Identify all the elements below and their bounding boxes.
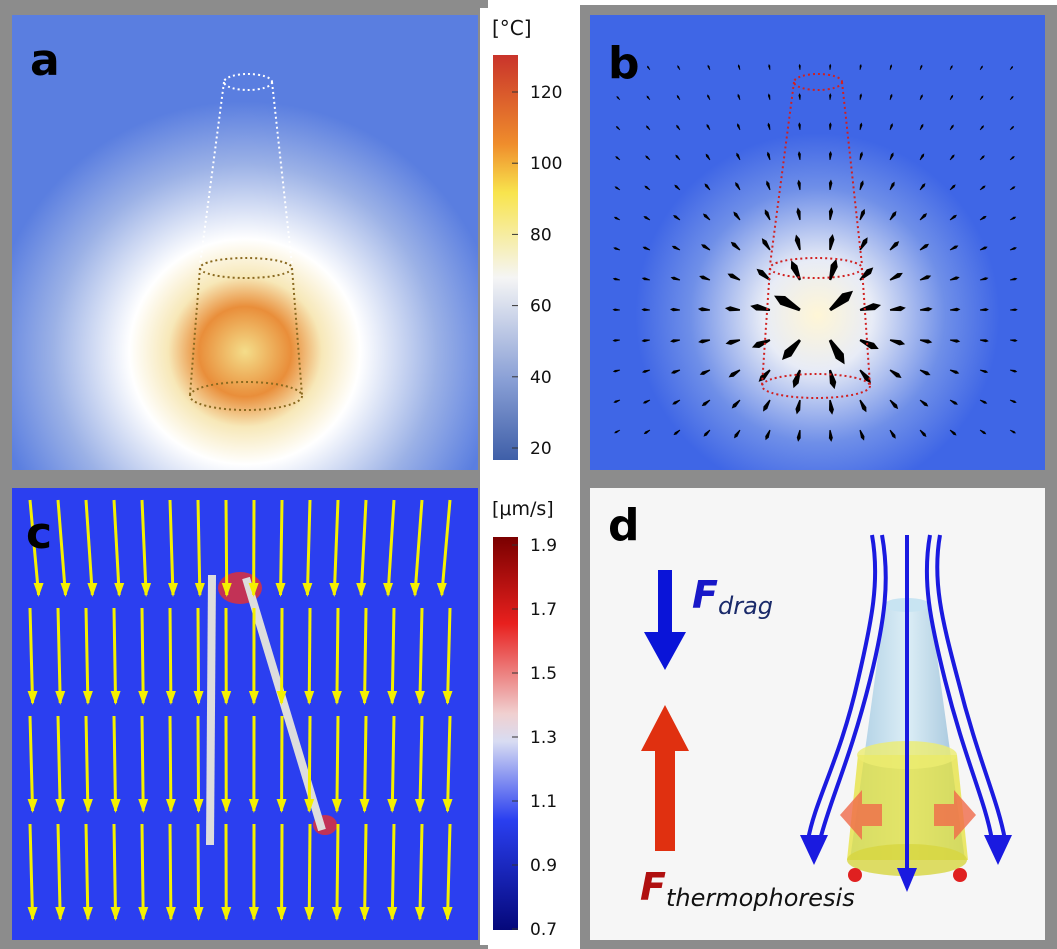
vector-arrow (198, 824, 199, 919)
colorbar-tick-label: 60 (530, 297, 552, 317)
vector-arrow (198, 608, 199, 703)
vector-arrow (142, 824, 143, 919)
vector-arrow (86, 716, 88, 811)
vector-arrow (309, 608, 310, 703)
vector-arrow (337, 716, 338, 811)
vector-arrow (142, 608, 143, 703)
vector-arrow (198, 500, 200, 595)
panel-label: d (608, 500, 640, 551)
colorbar-tick-label: 0.9 (530, 856, 557, 876)
vector-arrow (198, 716, 199, 811)
colorbar-tick-label: 1.5 (530, 664, 557, 684)
force-symbol: F (640, 865, 666, 909)
colorbar-tick-label: 1.9 (530, 536, 557, 556)
colorbar-tick-label: 0.7 (530, 920, 557, 940)
vector-arrow (170, 716, 171, 811)
colorbar-tick-label: 80 (530, 225, 552, 245)
vector-arrow (392, 824, 394, 919)
vector-arrow (226, 500, 227, 595)
panel-label: b (608, 38, 640, 89)
vector-arrow (142, 716, 143, 811)
vector-arrow (392, 716, 394, 811)
vector-arrow (392, 608, 394, 703)
colorbar-tick-label: 1.1 (530, 792, 557, 812)
vector-arrow (365, 716, 366, 811)
vector-arrow (365, 824, 366, 919)
velocity-field (12, 488, 478, 940)
figure: a [°C] b c [μm/s] d Fdrag Fthermophoresi… (0, 0, 1057, 949)
force-symbol: F (692, 573, 718, 617)
vector-arrow (114, 608, 116, 703)
vector-arrow (86, 824, 88, 919)
vector-arrow (337, 608, 338, 703)
colorbar-tick-label: 1.3 (530, 728, 557, 748)
panel-label: a (30, 35, 60, 86)
colorbar-tick-label: 20 (530, 439, 552, 459)
vector-arrow (114, 824, 116, 919)
vector-arrow (420, 824, 422, 919)
colorbar-tick-label: 100 (530, 154, 562, 174)
vector-arrow (86, 608, 88, 703)
vector-arrow (365, 608, 366, 703)
colorbar-unit: [°C] (492, 16, 532, 40)
panel-label: c (26, 508, 52, 559)
vector-arrow (420, 716, 422, 811)
temperature-field (12, 15, 478, 470)
flow-field (590, 15, 1045, 470)
colorbar (493, 55, 518, 460)
vector-arrow (170, 608, 171, 703)
colorbar-tick-label: 120 (530, 83, 562, 103)
vector-arrow (420, 608, 422, 703)
colorbar (493, 537, 518, 930)
vector-arrow (170, 824, 171, 919)
vector-arrow (337, 824, 338, 919)
vector-arrow (309, 824, 310, 919)
colorbar-unit: [μm/s] (492, 498, 554, 520)
force-subscript: thermophoresis (666, 884, 855, 912)
vector-arrow (114, 716, 116, 811)
vector-arrow (309, 716, 310, 811)
force-subscript: drag (718, 592, 773, 620)
colorbar-tick-label: 1.7 (530, 600, 557, 620)
colorbar-tick-label: 40 (530, 368, 552, 388)
vector-arrow (281, 500, 282, 595)
